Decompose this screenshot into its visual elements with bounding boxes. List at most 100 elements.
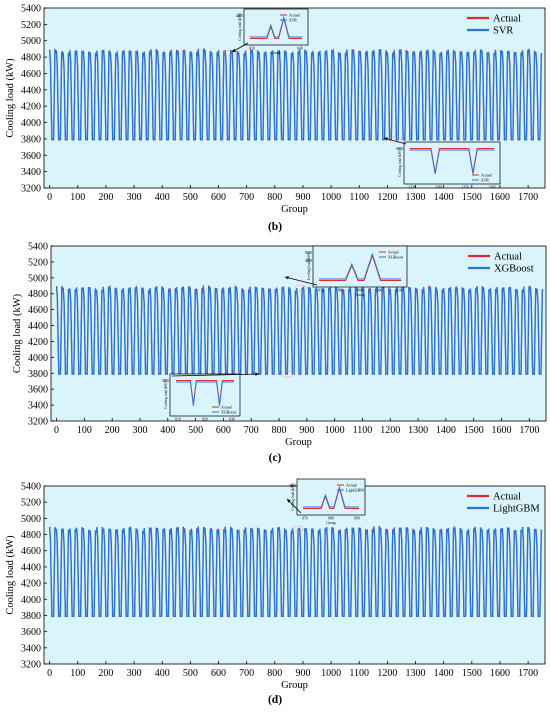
x-tick-label: 800 <box>272 425 287 436</box>
inset-line-predicted <box>250 15 302 38</box>
inset-x-tick: 830 <box>229 418 235 422</box>
y-tick-label: 4200 <box>21 102 41 113</box>
chart-panel: 3200340036003800400042004400460048005000… <box>5 4 546 233</box>
y-tick-label: 4400 <box>21 562 41 573</box>
x-tick-label: 800 <box>267 668 282 679</box>
zoom-marker <box>389 136 403 144</box>
y-tick-label: 5000 <box>28 273 48 284</box>
y-axis-label: Cooling load (kW) <box>12 293 23 373</box>
x-tick-label: 1700 <box>518 192 538 203</box>
x-tick-label: 1400 <box>434 668 454 679</box>
zoom-arrow <box>383 137 407 145</box>
inset-x-label: Group <box>355 293 364 297</box>
inset-y-label: Cooling load (kW) <box>164 381 168 409</box>
inset-y-tick: 4800 <box>305 259 312 263</box>
inset-box <box>403 141 501 185</box>
inset-y-label: Cooling load (kW) <box>398 149 402 177</box>
x-tick-label: 1100 <box>353 425 373 436</box>
x-tick-label: 1100 <box>349 668 369 679</box>
legend-label: Actual <box>493 14 521 25</box>
y-tick-label: 4000 <box>28 353 48 364</box>
y-tick-label: 4200 <box>28 337 48 348</box>
chart-panel: 3200340036003800400042004400460048005000… <box>5 478 546 706</box>
inset-box <box>296 478 366 516</box>
y-tick-label: 3200 <box>28 417 48 428</box>
y-tick-label: 4000 <box>21 595 41 606</box>
y-tick-label: 4800 <box>28 289 48 300</box>
x-tick-label: 200 <box>98 192 113 203</box>
x-tick-label: 1200 <box>380 425 400 436</box>
x-tick-label: 1600 <box>490 192 510 203</box>
inset-y-label: Cooling load (kW) <box>307 252 311 280</box>
x-tick-label: 800 <box>267 192 282 203</box>
y-tick-label: 3800 <box>21 134 41 145</box>
legend-label: XGBoost <box>494 264 534 275</box>
x-tick-label: 1100 <box>349 192 369 203</box>
legend-label: Actual <box>493 492 521 503</box>
y-tick-label: 3400 <box>21 167 41 178</box>
zoom-arrow-head <box>384 137 388 141</box>
x-tick-label: 900 <box>295 668 310 679</box>
inset-x-tick: 870 <box>318 289 324 293</box>
y-tick-label: 3600 <box>21 627 41 638</box>
y-tick-label: 3600 <box>28 385 48 396</box>
zoom-arrow-head <box>255 372 259 376</box>
x-axis-label: Group <box>281 204 308 215</box>
y-tick-label: 4600 <box>21 69 41 80</box>
inset-legend-label: SVR <box>481 178 489 183</box>
y-tick-label: 5400 <box>21 482 41 493</box>
x-tick-label: 1400 <box>436 425 456 436</box>
inset-line-actual <box>176 380 234 405</box>
inset-x-tick: 1260 <box>488 186 495 190</box>
y-tick-label: 3600 <box>21 151 41 162</box>
x-tick-label: 900 <box>295 192 310 203</box>
y-tick-label: 5200 <box>28 257 48 268</box>
inset-line-predicted <box>319 252 401 280</box>
y-tick-label: 4000 <box>21 118 41 129</box>
x-tick-label: 1200 <box>377 192 397 203</box>
y-tick-label: 5200 <box>21 20 41 31</box>
inset-legend-label: Actual <box>346 483 358 488</box>
y-tick-label: 5400 <box>21 4 41 15</box>
inset-x-tick: 890 <box>357 289 363 293</box>
inset-y-label: Cooling load (kW) <box>238 13 242 41</box>
inset-line-actual <box>319 254 401 281</box>
x-tick-label: 1300 <box>406 668 426 679</box>
inset-legend-label: XGBoost <box>388 255 404 260</box>
legend-label: LightGBM <box>493 504 540 515</box>
zoom-marker <box>294 284 308 292</box>
zoom-marker <box>280 370 294 378</box>
inset-line-predicted <box>410 149 494 175</box>
inset-legend-label: Actual <box>388 250 400 255</box>
inset-x-tick: 890 <box>354 517 360 521</box>
legend-label: Actual <box>494 252 522 263</box>
panel-caption: (c) <box>269 452 282 464</box>
zoom-arrow-head <box>232 48 236 52</box>
panel-caption: (b) <box>268 221 282 233</box>
x-tick-label: 500 <box>188 425 203 436</box>
x-tick-label: 1000 <box>321 192 341 203</box>
x-tick-label: 300 <box>127 192 142 203</box>
x-tick-label: 700 <box>244 425 259 436</box>
inset-x-tick: 1240 <box>435 186 442 190</box>
x-tick-label: 1600 <box>492 425 512 436</box>
y-tick-label: 3400 <box>21 643 41 654</box>
inset-y-tick: 3800 <box>396 147 403 151</box>
x-tick-label: 1300 <box>408 425 428 436</box>
y-tick-label: 4800 <box>21 530 41 541</box>
x-tick-label: 100 <box>70 668 85 679</box>
zoom-arrow-head <box>285 276 289 280</box>
zoom-arrow <box>171 373 260 377</box>
inset-x-tick: 630 <box>249 47 255 51</box>
x-tick-label: 700 <box>239 668 254 679</box>
inset-legend-label: SVR <box>289 18 297 23</box>
y-tick-label: 4200 <box>21 579 41 590</box>
inset-x-tick: 900 <box>377 289 383 293</box>
inset-x-tick: 880 <box>328 517 334 521</box>
inset-legend-label: Actual <box>289 13 301 18</box>
inset-box <box>243 8 309 46</box>
x-tick-label: 1500 <box>464 425 484 436</box>
x-axis-label: Group <box>285 437 312 448</box>
